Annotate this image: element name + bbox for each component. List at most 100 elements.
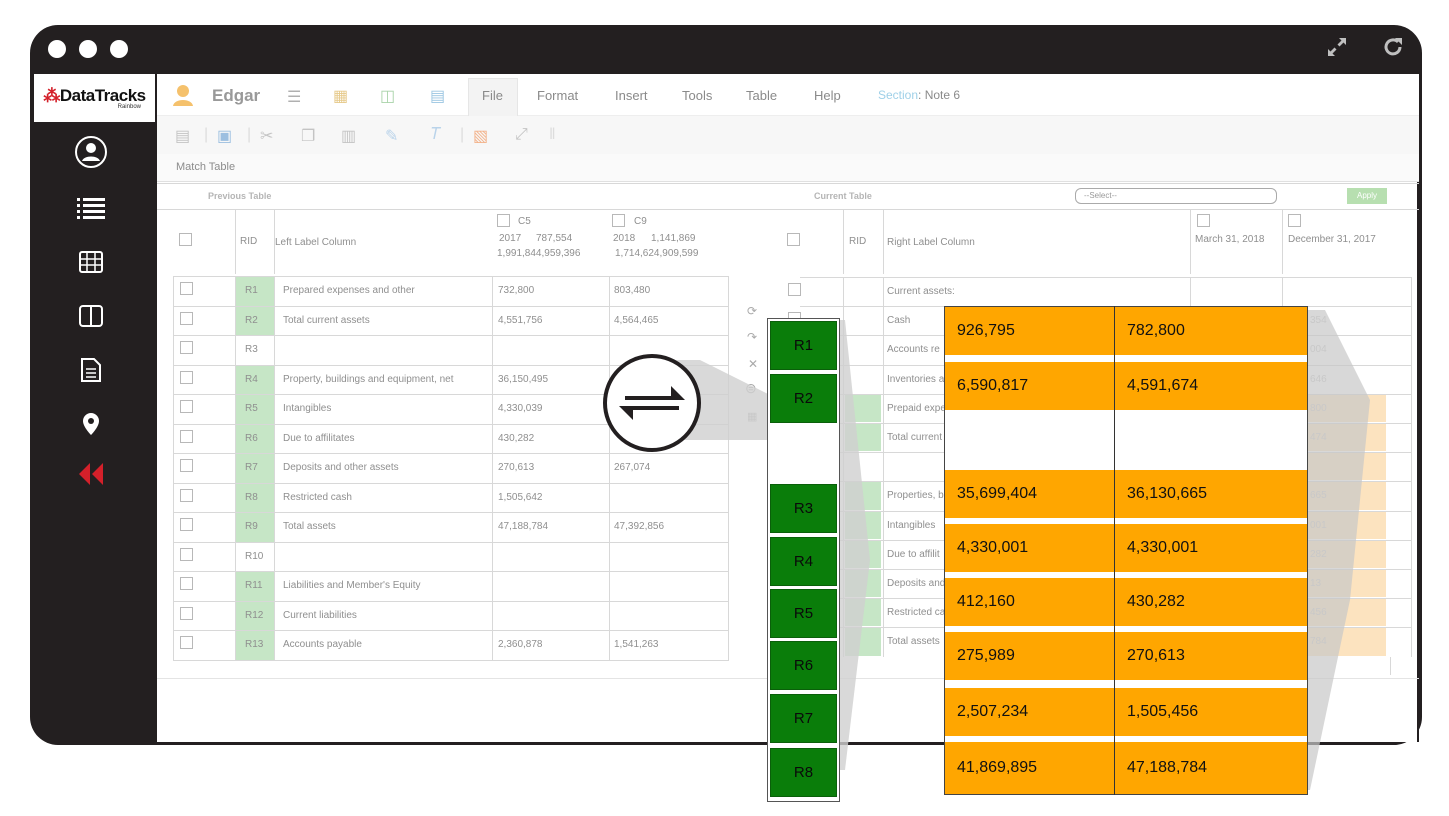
apply-button[interactable]: Apply xyxy=(1347,188,1387,204)
menu-help[interactable]: Help xyxy=(814,88,841,103)
row-checkbox[interactable] xyxy=(180,429,193,443)
copy-icon[interactable]: ❐ xyxy=(301,128,316,145)
arrow-right-icon xyxy=(625,386,685,400)
user-icon[interactable] xyxy=(73,136,109,168)
right-label-header: Right Label Column xyxy=(887,237,975,248)
dec-2017-checkbox[interactable] xyxy=(1288,214,1301,227)
row-checkbox[interactable] xyxy=(180,577,193,590)
row-c5-value: 2,360,878 xyxy=(498,639,543,650)
row-label: Restricted cash xyxy=(283,491,352,503)
zoom-rid-cell: R3 xyxy=(770,484,837,533)
zoom-value-previous: 1,505,456 xyxy=(1115,688,1307,736)
zoom-value-previous: 430,282 xyxy=(1115,578,1307,626)
c5-checkbox[interactable] xyxy=(497,214,510,227)
minimize-dot[interactable] xyxy=(79,40,97,58)
tab-file-active xyxy=(468,78,518,116)
grid-view-icon[interactable]: ▦ xyxy=(333,88,349,105)
search-document-icon[interactable]: ▤ xyxy=(175,128,191,145)
right-select-all-checkbox[interactable] xyxy=(787,233,800,246)
row-label: Prepared expenses and other xyxy=(283,285,415,296)
row-checkbox[interactable] xyxy=(180,370,193,384)
app-name: Edgar xyxy=(212,86,261,105)
window-controls xyxy=(48,40,128,58)
dec-2017-header: December 31, 2017 xyxy=(1288,234,1376,245)
expand-arrows-icon[interactable] xyxy=(1326,36,1348,62)
row-rid: R6 xyxy=(245,432,258,444)
zoom-value-current: 412,160 xyxy=(945,578,1114,626)
rid-highlight xyxy=(236,306,274,335)
row-c9-value: 267,074 xyxy=(614,462,651,473)
row-c5-value: 36,150,495 xyxy=(498,373,549,385)
collapse-icon[interactable] xyxy=(73,458,109,490)
sync-icon[interactable]: ⟳ xyxy=(747,304,758,318)
html-icon[interactable]: ▧ xyxy=(473,128,489,145)
c9-name: C9 xyxy=(634,216,647,227)
row-c5-value: 4,330,039 xyxy=(498,403,543,414)
left-select-all-checkbox[interactable] xyxy=(179,233,192,246)
row-checkbox[interactable] xyxy=(180,282,193,295)
c9-checkbox[interactable] xyxy=(612,214,625,227)
columns-icon[interactable] xyxy=(73,300,109,332)
swap-tables-button[interactable] xyxy=(603,354,701,452)
zoom-rid-cell: R2 xyxy=(770,374,837,423)
row-checkbox[interactable] xyxy=(180,606,193,620)
row-c5-value: 47,188,784 xyxy=(498,521,549,532)
c5-value-2: 1,991,844,959,396 xyxy=(497,248,581,259)
row-label: Prepaid expe xyxy=(887,402,946,414)
rid-highlight xyxy=(236,424,274,453)
row-label: Current liabilities xyxy=(283,609,357,621)
table-icon[interactable] xyxy=(73,246,109,278)
row-rid: R2 xyxy=(245,314,258,326)
row-checkbox[interactable] xyxy=(180,311,193,325)
row-rid: R1 xyxy=(245,285,258,296)
separator-icon: | xyxy=(204,126,209,143)
row-rid: R8 xyxy=(245,491,258,503)
location-icon[interactable] xyxy=(73,408,109,440)
row-checkbox[interactable] xyxy=(180,459,193,472)
row-checkbox[interactable] xyxy=(180,341,193,354)
row-checkbox[interactable] xyxy=(180,636,193,649)
menu-table[interactable]: Table xyxy=(746,88,778,103)
menu-tools[interactable]: Tools xyxy=(682,88,713,103)
zoom-value-previous: 36,130,665 xyxy=(1115,470,1307,518)
row-checkbox[interactable] xyxy=(180,400,193,413)
datatracks-logo: ⁂DataTracks Rainbow xyxy=(34,74,155,122)
document-icon[interactable] xyxy=(73,354,109,386)
paste-icon[interactable]: ▥ xyxy=(341,128,357,145)
row-checkbox[interactable] xyxy=(180,547,193,561)
fullscreen-icon[interactable]: ⤢ xyxy=(515,126,528,143)
menu-file[interactable]: File xyxy=(482,88,503,103)
zoom-value-previous: 47,188,784 xyxy=(1115,742,1307,794)
row-rid: R7 xyxy=(245,462,258,473)
menu-format[interactable]: Format xyxy=(537,88,579,103)
row-checkbox[interactable] xyxy=(180,518,193,531)
zoom-rid-cell: R1 xyxy=(770,321,837,370)
close-dot[interactable] xyxy=(48,40,66,58)
row-label: Total current xyxy=(887,432,943,443)
cut-icon[interactable]: ✂ xyxy=(260,128,274,145)
list-icon[interactable] xyxy=(73,192,109,224)
page-view-icon[interactable]: ▤ xyxy=(430,88,446,105)
menu-insert[interactable]: Insert xyxy=(615,88,648,103)
zoom-rid-cell: R8 xyxy=(770,748,837,797)
redo-icon[interactable]: ↷ xyxy=(747,330,758,344)
zoom-value-current: 41,869,895 xyxy=(945,742,1114,794)
maximize-dot[interactable] xyxy=(110,40,128,58)
list-view-icon[interactable]: ☰ xyxy=(287,89,302,106)
split-view-icon[interactable]: ◫ xyxy=(380,88,396,105)
row-label: Deposits and xyxy=(887,578,946,589)
zoom-value-previous: 782,800 xyxy=(1115,307,1307,355)
table-select-dropdown[interactable]: --Select-- xyxy=(1075,188,1277,204)
refresh-icon[interactable] xyxy=(1382,36,1404,62)
row-checkbox[interactable] xyxy=(788,283,801,296)
save-icon[interactable]: ▣ xyxy=(217,128,233,145)
march-2018-checkbox[interactable] xyxy=(1197,214,1210,227)
clear-format-icon[interactable]: 𝑇 xyxy=(431,126,442,143)
remove-icon[interactable]: ✕ xyxy=(748,357,759,371)
zoom-rid-cell: R4 xyxy=(770,537,837,586)
row-checkbox[interactable] xyxy=(180,488,193,502)
c5-value-1: 787,554 xyxy=(536,233,573,244)
row-label: Total current assets xyxy=(283,314,370,326)
row-label: Due to affilitates xyxy=(283,432,355,444)
format-painter-icon[interactable]: ✎ xyxy=(385,128,399,145)
